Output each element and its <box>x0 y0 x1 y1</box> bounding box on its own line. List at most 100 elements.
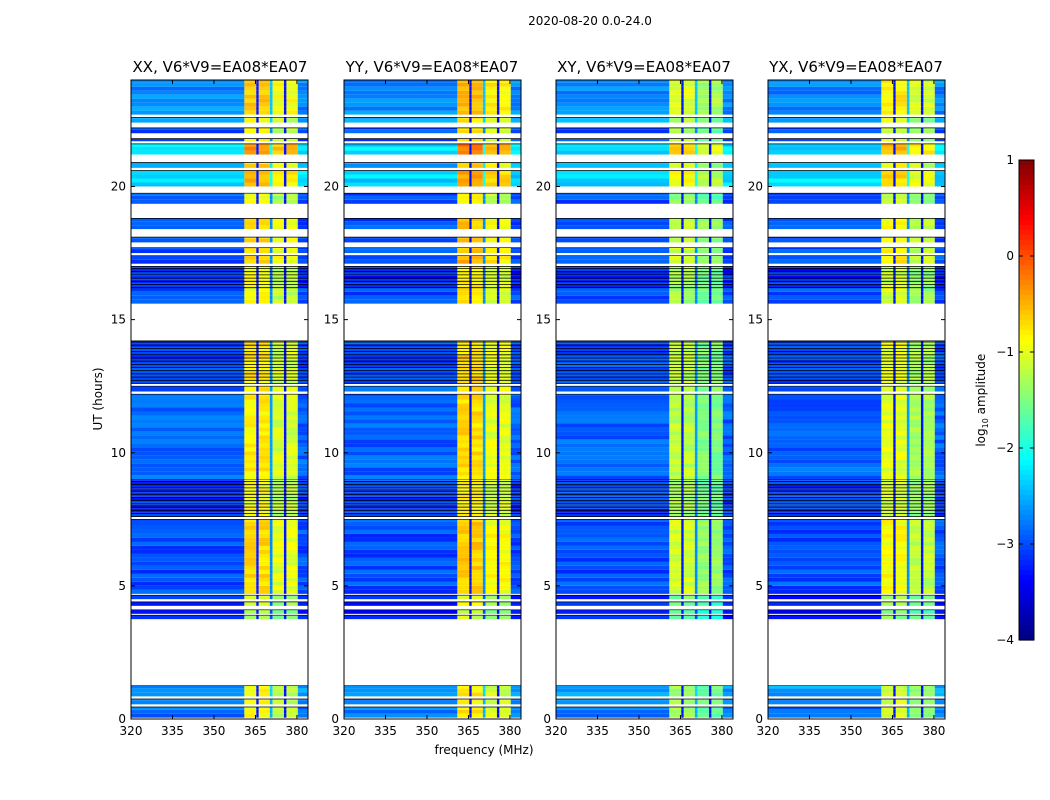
heatmap-cell <box>881 557 894 562</box>
heatmap-cell <box>694 174 698 179</box>
heatmap-cell <box>681 395 684 400</box>
y-tick-label: 10 <box>324 446 339 460</box>
heatmap-cell <box>258 585 270 590</box>
heatmap-cell <box>457 163 470 168</box>
heatmap-cell <box>469 106 472 111</box>
heatmap-cell <box>482 709 486 714</box>
heatmap-cell <box>681 90 684 95</box>
heatmap-cell <box>683 221 695 226</box>
heatmap-cell <box>258 238 270 243</box>
heatmap-cell <box>881 129 894 134</box>
heatmap-cell <box>344 143 458 147</box>
heatmap-cell <box>272 451 284 456</box>
heatmap-cell <box>893 467 896 472</box>
heatmap-cell <box>499 367 511 372</box>
heatmap-cell <box>131 106 245 111</box>
heatmap-cell <box>881 395 894 400</box>
heatmap-cell <box>283 237 287 239</box>
heatmap-cell <box>694 299 698 304</box>
colorbar-swatch <box>1019 165 1034 171</box>
heatmap-cell <box>920 713 924 718</box>
heatmap-cell <box>499 386 511 388</box>
heatmap-cell <box>669 106 682 111</box>
heatmap-cell <box>471 553 483 558</box>
heatmap-cell <box>683 170 695 175</box>
heatmap-cell <box>920 407 924 412</box>
heatmap-cell <box>131 247 245 250</box>
heatmap-cell <box>258 102 270 107</box>
heatmap-cell <box>923 347 935 352</box>
heatmap-cell <box>485 496 497 501</box>
y-tick-label: 0 <box>331 712 339 726</box>
heatmap-cell <box>457 94 470 99</box>
heatmap-cell <box>469 299 472 304</box>
heatmap-cell <box>286 431 298 436</box>
heatmap-cell <box>485 581 497 586</box>
heatmap-cell <box>711 146 723 151</box>
heatmap-cell <box>457 443 470 448</box>
heatmap-cell <box>669 435 682 440</box>
heatmap-cell <box>457 423 470 428</box>
heatmap-cell <box>697 459 709 464</box>
colorbar-swatch <box>1019 475 1034 481</box>
heatmap-cell <box>269 238 273 243</box>
heatmap-cell <box>286 707 298 710</box>
heatmap-cell <box>893 394 896 396</box>
heatmap-cell <box>681 431 684 436</box>
heatmap-cell <box>485 98 497 103</box>
heatmap-cell <box>471 249 483 254</box>
heatmap-cell <box>469 347 472 352</box>
heatmap-cell <box>499 237 511 239</box>
heatmap-cell <box>697 271 709 276</box>
heatmap-cell <box>496 150 500 155</box>
heatmap-cell <box>683 455 695 460</box>
heatmap-cell <box>482 471 486 476</box>
heatmap-cell <box>283 90 287 95</box>
heatmap-cell <box>283 127 287 130</box>
heatmap-cell <box>286 102 298 107</box>
heatmap-cell <box>881 467 894 472</box>
heatmap-cell <box>485 585 497 590</box>
heatmap-cell <box>485 379 497 384</box>
heatmap-cell <box>708 467 712 472</box>
heatmap-cell <box>934 387 945 392</box>
heatmap-cell <box>708 80 712 83</box>
heatmap-cell <box>697 529 709 534</box>
heatmap-cell <box>906 519 910 522</box>
heatmap-cell <box>499 225 511 230</box>
heatmap-cell <box>272 581 284 586</box>
heatmap-cell <box>344 170 458 175</box>
heatmap-cell <box>909 561 921 566</box>
heatmap-cell <box>269 585 273 590</box>
heatmap-cell <box>768 467 882 472</box>
heatmap-cell <box>683 275 695 280</box>
y-tick-label: 15 <box>324 313 339 327</box>
heatmap-cell <box>556 541 670 546</box>
heatmap-cell <box>269 557 273 562</box>
x-tick-label: 335 <box>586 724 609 738</box>
heatmap-cell <box>923 565 935 570</box>
heatmap-cell <box>256 692 259 697</box>
heatmap-cell <box>258 589 270 594</box>
heatmap-cell <box>909 577 921 582</box>
heatmap-cell <box>556 170 670 175</box>
heatmap-cell <box>258 80 270 83</box>
heatmap-cell <box>272 545 284 550</box>
heatmap-cell <box>711 512 723 517</box>
heatmap-cell <box>485 218 497 222</box>
heatmap-cell <box>669 407 682 412</box>
heatmap-cell <box>708 271 712 276</box>
heatmap-cell <box>283 699 287 701</box>
heatmap-cell <box>722 146 733 151</box>
heatmap-cell <box>457 117 470 119</box>
heatmap-cell <box>711 713 723 718</box>
heatmap-cell <box>708 386 712 388</box>
heatmap-cell <box>283 247 287 250</box>
heatmap-cell <box>893 692 896 697</box>
heatmap-cell <box>499 249 511 254</box>
heatmap-cell <box>920 471 924 476</box>
heatmap-cell <box>496 585 500 590</box>
heatmap-cell <box>920 537 924 542</box>
heatmap-cell <box>893 439 896 444</box>
heatmap-cell <box>344 195 458 200</box>
